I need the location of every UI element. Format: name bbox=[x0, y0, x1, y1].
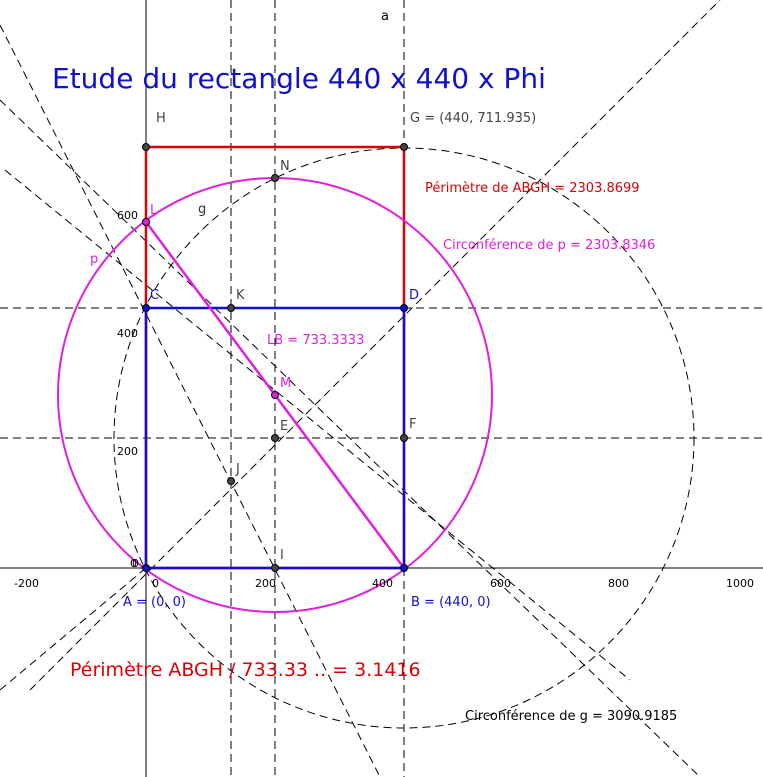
annotation: LB = 733.3333 bbox=[267, 333, 364, 348]
title: Etude du rectangle 440 x 440 x Phi bbox=[52, 62, 546, 95]
point-label: A = (0, 0) bbox=[123, 595, 186, 610]
annotation: Circonférence de g = 3090.9185 bbox=[465, 709, 677, 724]
labels: Etude du rectangle 440 x 440 x Phi a 0 -… bbox=[14, 9, 754, 724]
x-tick-label: 0 bbox=[152, 577, 159, 590]
points bbox=[142, 143, 408, 572]
annotation: Périmètre de ABGH = 2303.8699 bbox=[425, 181, 640, 196]
point-label: I bbox=[280, 548, 284, 563]
y-tick-label: 600 bbox=[117, 209, 138, 222]
point-label: F bbox=[409, 417, 416, 432]
point-label: L bbox=[150, 203, 158, 218]
point-label: M bbox=[280, 376, 291, 391]
y-tick-label: 400 bbox=[117, 327, 138, 340]
x-tick-label: 200 bbox=[255, 577, 276, 590]
origin-label: 0 bbox=[130, 557, 137, 570]
x-tick-label: 400 bbox=[372, 577, 393, 590]
point-label: J bbox=[235, 462, 240, 477]
x-tick-label: 800 bbox=[608, 577, 629, 590]
point-label: G = (440, 711.935) bbox=[410, 111, 536, 126]
line-label: a bbox=[381, 9, 389, 24]
x-tick-label: 600 bbox=[490, 577, 511, 590]
point-label: N bbox=[280, 159, 290, 174]
point-label: H bbox=[156, 111, 166, 126]
point-label: D bbox=[409, 288, 419, 303]
y-tick-label: 0 bbox=[132, 557, 139, 570]
point-label: B = (440, 0) bbox=[411, 595, 491, 610]
y-tick-label: 200 bbox=[117, 445, 138, 458]
x-tick-label: -200 bbox=[14, 577, 39, 590]
curve-label: p bbox=[90, 252, 98, 267]
annotation: Circonférence de p = 2303.8346 bbox=[443, 238, 655, 253]
point-label: E bbox=[280, 419, 288, 434]
point-label: C bbox=[150, 288, 159, 303]
annotation: Périmètre ABGH / 733.33 .. = 3.1416 bbox=[70, 659, 421, 681]
curve-label: g bbox=[198, 202, 206, 217]
x-tick-label: 1000 bbox=[726, 577, 754, 590]
point-label: K bbox=[236, 288, 245, 303]
